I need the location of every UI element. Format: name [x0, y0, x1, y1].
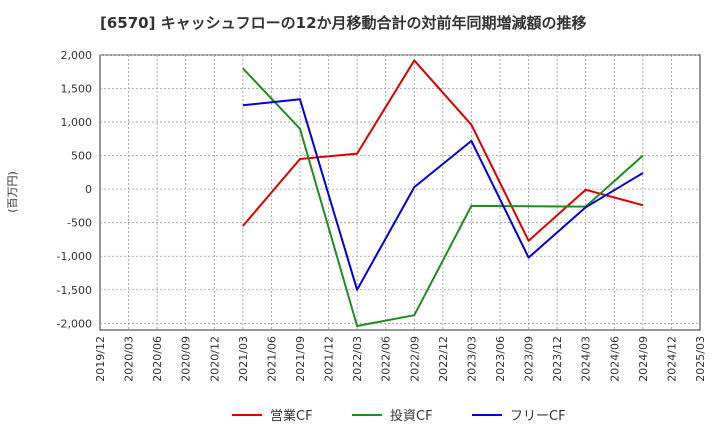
x-tick-label: 2024/06 — [608, 336, 621, 382]
series-line-投資CF — [242, 67, 644, 327]
x-tick-label: 2024/09 — [637, 336, 650, 382]
y-tick-label: 1,500 — [61, 83, 93, 96]
legend: 営業CF 投資CF フリーCF — [232, 408, 566, 424]
x-tick-label: 2024/12 — [665, 336, 678, 382]
series-line-フリーCF — [242, 98, 644, 291]
x-tick-label: 2022/06 — [380, 336, 393, 382]
x-tick-label: 2023/12 — [551, 336, 564, 382]
x-tick-label: 2022/12 — [437, 336, 450, 382]
y-axis-ticks: 2,000 1,500 1,000 500 0 -500 -1,000 -1,500 -2,00… — [57, 49, 92, 330]
x-tick-label: 2022/03 — [351, 336, 364, 382]
x-tick-label: 2024/03 — [580, 336, 593, 382]
x-tick-label: 2021/06 — [265, 336, 278, 382]
chart-title: [6570] キャッシュフローの12か月移動合計の対前年同期増減額の推移 — [100, 14, 587, 32]
x-tick-label: 2020/09 — [180, 336, 193, 382]
grid — [100, 54, 700, 330]
y-axis-label: (百万円) — [6, 171, 19, 213]
legend-label: 営業CF — [270, 408, 313, 424]
x-tick-label: 2023/03 — [465, 336, 478, 382]
x-tick-label: 2022/09 — [408, 336, 421, 382]
x-tick-label: 2025/03 — [694, 336, 707, 382]
x-tick-label: 2021/12 — [323, 336, 336, 382]
x-axis-ticks: 2019/12 2020/03 2020/06 2020/09 2020/12 2021/… — [94, 336, 707, 382]
x-tick-label: 2019/12 — [94, 336, 107, 382]
x-tick-label: 2020/03 — [123, 336, 136, 382]
legend-label: 投資CF — [390, 408, 433, 424]
x-tick-label: 2020/06 — [151, 336, 164, 382]
y-tick-label: -1,500 — [57, 284, 92, 297]
plot-area — [99, 54, 701, 331]
y-tick-label: -1,000 — [57, 250, 92, 263]
y-tick-label: 500 — [71, 150, 92, 163]
y-tick-label: -2,000 — [57, 317, 92, 330]
x-tick-label: 2023/06 — [494, 336, 507, 382]
legend-label: フリーCF — [510, 409, 566, 424]
series-lines — [242, 59, 644, 327]
y-tick-label: -500 — [67, 217, 92, 230]
y-tick-label: 0 — [85, 183, 92, 196]
y-tick-label: 2,000 — [61, 49, 93, 62]
x-tick-label: 2021/09 — [294, 336, 307, 382]
x-tick-label: 2020/12 — [208, 336, 221, 382]
x-tick-label: 2021/03 — [237, 336, 250, 382]
x-tick-label: 2023/09 — [523, 336, 536, 382]
y-tick-label: 1,000 — [61, 116, 93, 129]
